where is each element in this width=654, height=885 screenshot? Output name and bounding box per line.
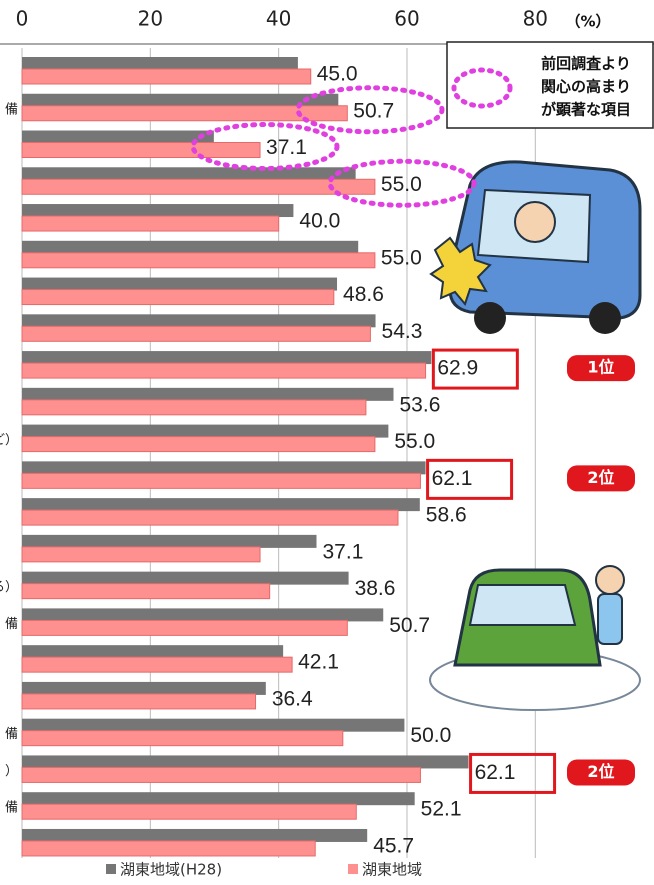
bar	[22, 645, 283, 658]
value-label: 62.1	[475, 761, 516, 784]
category-label: 備	[5, 726, 18, 742]
chart: 0 20 40 60 80 （%） 45.0 備 50.7 37.1 55.0 40.0 55.0 48.…	[0, 0, 654, 885]
bar	[22, 767, 420, 782]
bar	[22, 535, 317, 548]
bar	[22, 179, 375, 194]
bar	[22, 326, 370, 341]
bar	[22, 400, 366, 415]
bar	[22, 682, 266, 695]
legend-label: 湖東地域(H28)	[120, 861, 222, 879]
bar	[22, 792, 415, 805]
bar	[22, 253, 375, 268]
value-label: 62.9	[437, 357, 478, 380]
value-label: 55.0	[394, 430, 435, 453]
value-label: 40.0	[299, 210, 340, 233]
bar	[22, 719, 404, 732]
value-label: 37.1	[323, 540, 364, 563]
bar	[22, 841, 315, 856]
car-illustration	[431, 162, 640, 334]
bar	[22, 437, 375, 452]
bar	[22, 473, 420, 488]
bar	[22, 204, 293, 217]
bar	[22, 572, 349, 585]
bar	[22, 657, 292, 672]
bar	[22, 425, 388, 438]
category-label: ど）	[0, 433, 18, 448]
bar	[22, 829, 367, 842]
rank-label: 2位	[587, 762, 614, 781]
bar	[22, 608, 383, 621]
bar	[22, 216, 279, 231]
value-label: 50.7	[353, 99, 394, 122]
value-label: 53.6	[400, 393, 441, 416]
bar	[22, 57, 298, 70]
legend-swatch	[348, 864, 358, 874]
bar	[22, 584, 270, 599]
bar	[22, 143, 260, 158]
bar	[22, 363, 426, 378]
value-label: 37.1	[266, 136, 307, 159]
note-text: 前回調査より	[541, 55, 631, 73]
rank-label: 2位	[587, 468, 614, 487]
bar	[22, 804, 356, 819]
value-label: 55.0	[381, 173, 422, 196]
bar	[22, 461, 426, 474]
value-label: 42.1	[298, 651, 339, 674]
bar	[22, 498, 420, 511]
note-text: が顕著な項目	[541, 101, 631, 119]
snow-car-illustration	[430, 566, 640, 710]
bar	[22, 755, 469, 768]
bar	[22, 731, 343, 746]
x-tick-label: 40	[266, 7, 291, 31]
bar	[22, 547, 260, 562]
value-label: 50.7	[389, 614, 430, 637]
rank-label: 1位	[587, 358, 614, 377]
value-label: 58.6	[426, 504, 467, 527]
unit-label: （%）	[565, 13, 610, 31]
value-label: 45.0	[317, 63, 358, 86]
x-tick-label: 0	[16, 7, 29, 31]
bar	[22, 694, 256, 709]
x-tick-label: 20	[138, 7, 163, 31]
value-label: 52.1	[421, 798, 462, 821]
bar	[22, 167, 356, 180]
bar	[22, 241, 358, 254]
value-label: 36.4	[272, 687, 313, 710]
value-label: 50.0	[410, 724, 451, 747]
value-label: 38.6	[355, 577, 396, 600]
bar	[22, 94, 338, 107]
legend-swatch	[106, 864, 116, 874]
value-label: 55.0	[381, 246, 422, 269]
value-label: 45.7	[373, 835, 414, 858]
legend-label: 湖東地域	[362, 861, 422, 879]
value-label: 62.1	[432, 467, 473, 490]
category-label: 備	[5, 800, 18, 816]
x-tick-label: 60	[394, 7, 419, 31]
note-text: 関心の高まり	[541, 78, 631, 96]
bar	[22, 510, 398, 525]
category-label: ）	[5, 764, 18, 779]
category-label: 備	[5, 616, 18, 632]
bar	[22, 351, 431, 364]
category-label: 備	[5, 101, 18, 117]
value-label: 54.3	[382, 320, 423, 343]
bar	[22, 388, 394, 401]
bar	[22, 290, 334, 305]
bar	[22, 69, 311, 84]
value-label: 48.6	[343, 283, 384, 306]
bar	[22, 131, 214, 144]
bar	[22, 314, 376, 327]
x-tick-label: 80	[523, 7, 548, 31]
category-label: る）	[0, 580, 18, 595]
bar	[22, 278, 337, 291]
bar	[22, 620, 347, 635]
